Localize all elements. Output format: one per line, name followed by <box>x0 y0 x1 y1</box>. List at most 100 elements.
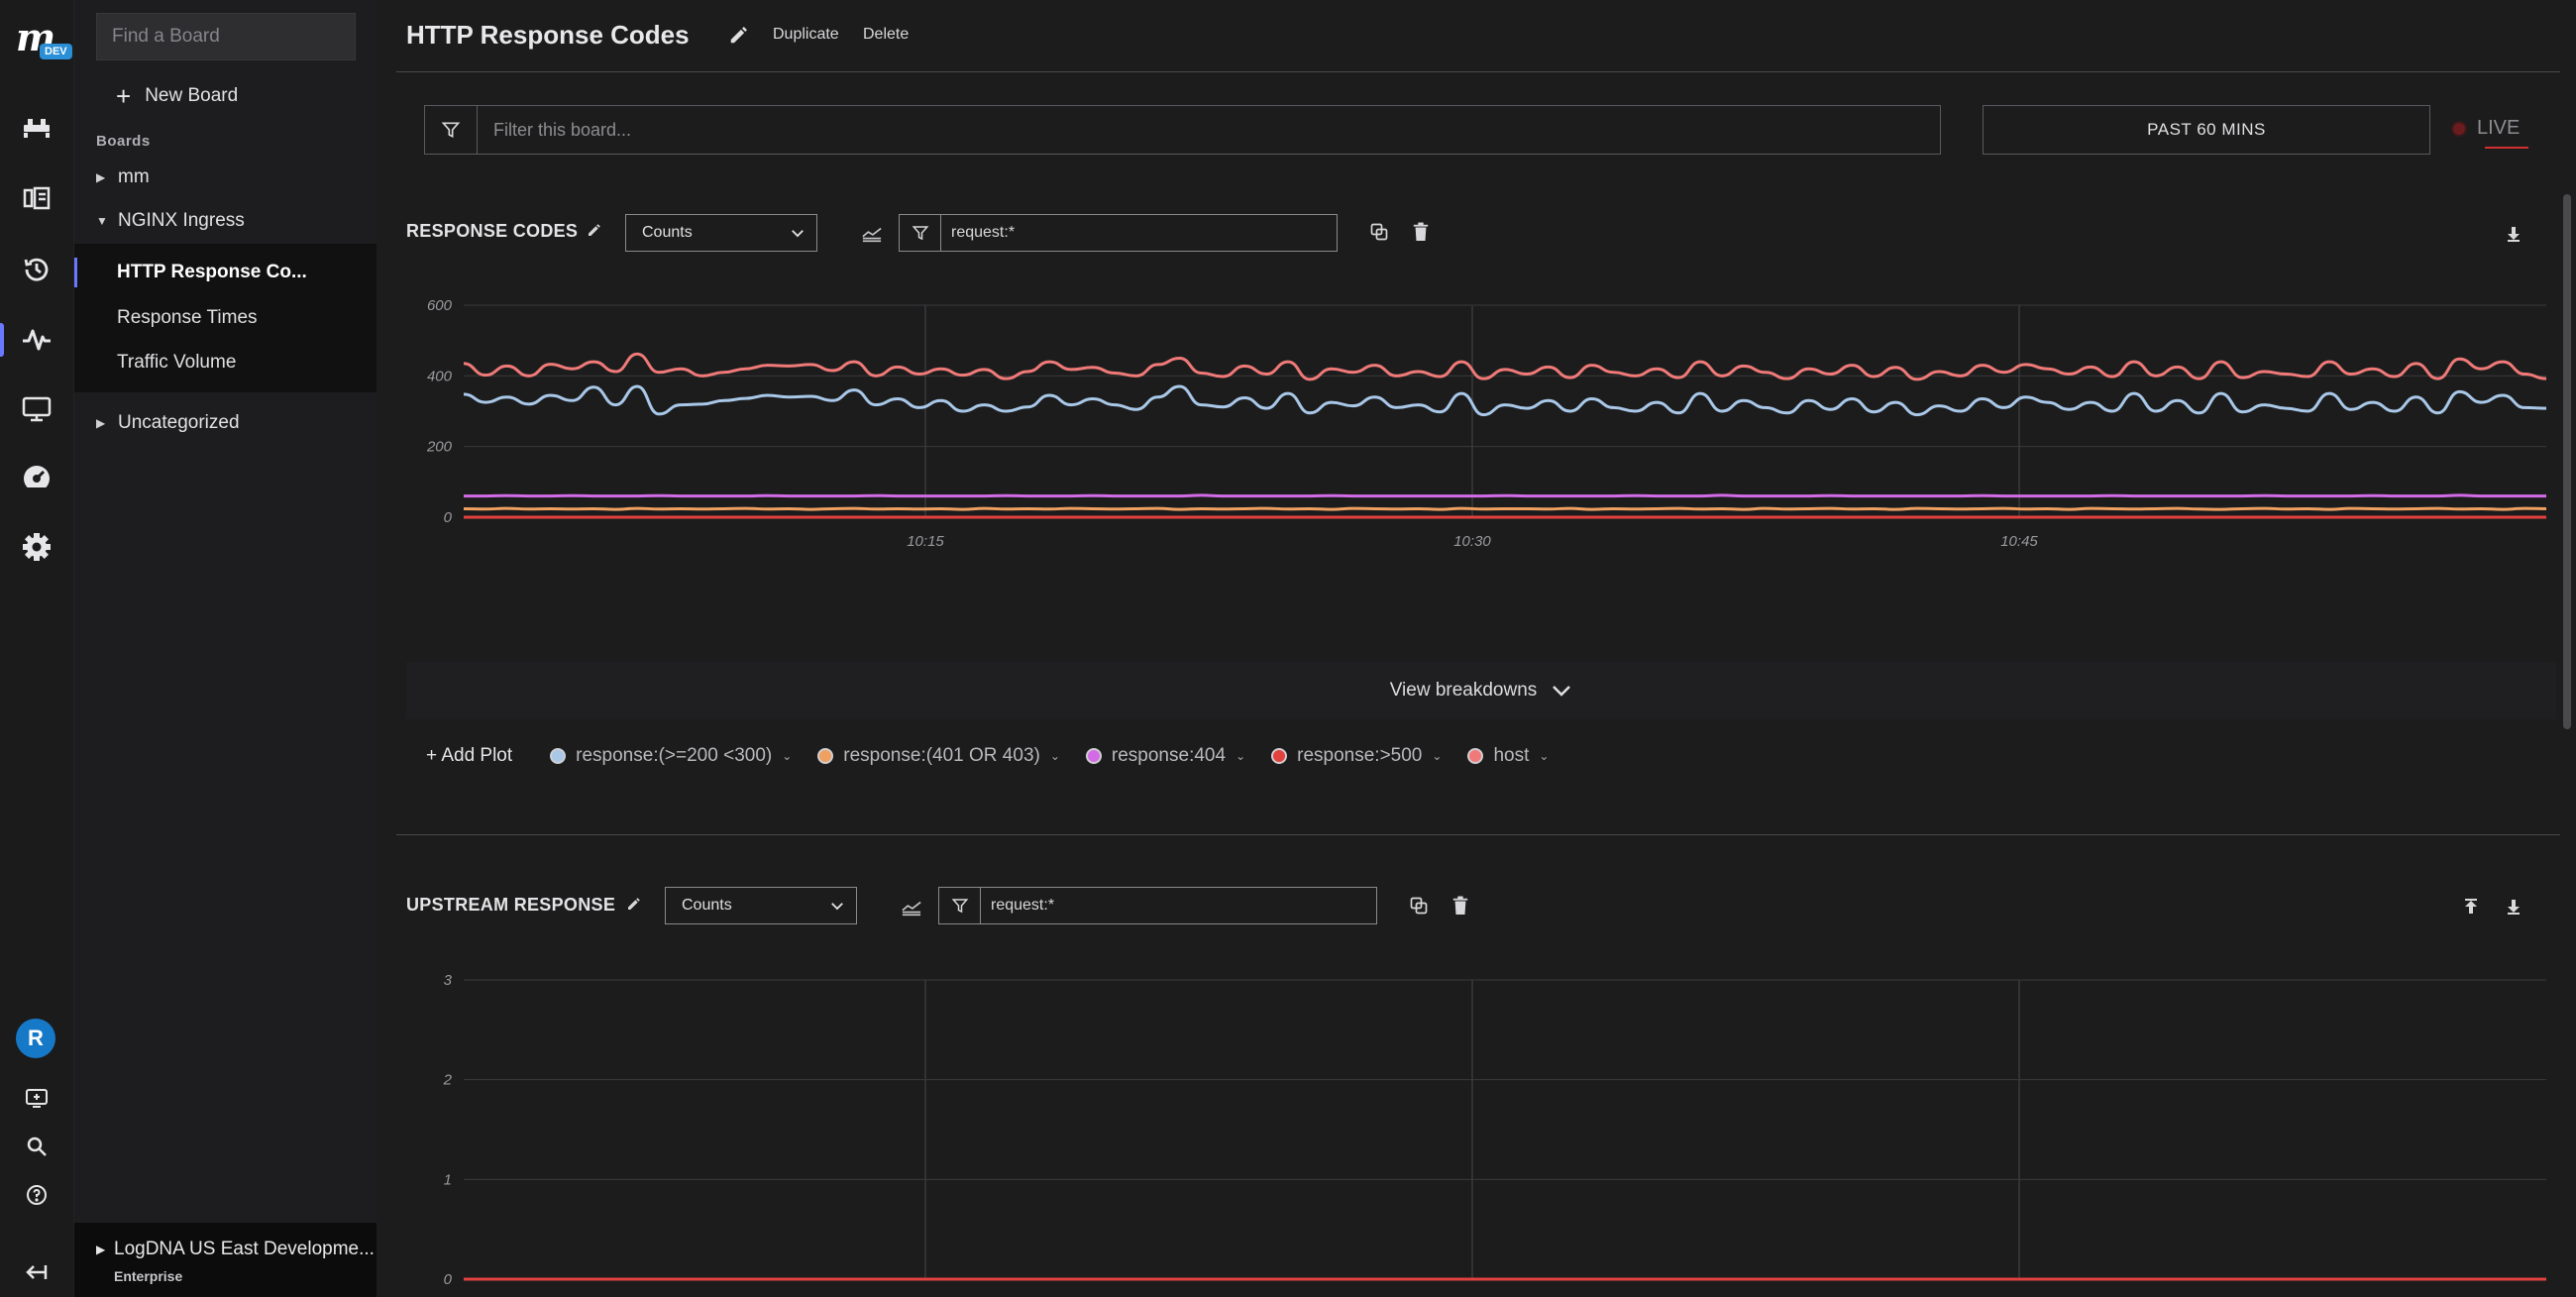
y-tick-label: 200 <box>426 439 453 456</box>
chevron-down-icon <box>792 230 804 238</box>
aggregation-select[interactable]: Counts <box>625 214 817 252</box>
aggregation-value: Counts <box>642 224 693 241</box>
views-icon[interactable] <box>17 178 56 218</box>
legend-swatch <box>1467 748 1484 764</box>
help-icon[interactable] <box>17 1175 56 1215</box>
aggregation-value: Counts <box>682 897 732 914</box>
filter-icon[interactable] <box>425 106 478 154</box>
collapse-icon[interactable] <box>17 1252 56 1292</box>
search-icon[interactable] <box>17 1127 56 1166</box>
chevron-down-icon <box>1553 686 1571 697</box>
legend-item-404[interactable]: response:404 ⌄ <box>1085 745 1245 767</box>
group-nginx-ingress[interactable]: ▼ NGINX Ingress <box>96 206 245 236</box>
trash-icon[interactable] <box>1451 896 1469 920</box>
move-down-icon[interactable] <box>2507 226 2521 247</box>
org-name: ▶ LogDNA US East Developme... <box>96 1239 375 1260</box>
org-name-label: LogDNA US East Developme... <box>114 1239 375 1259</box>
add-screen-icon[interactable] <box>17 1078 56 1118</box>
y-tick-label: 2 <box>443 1072 453 1089</box>
trash-icon[interactable] <box>1412 222 1430 247</box>
legend-swatch <box>817 748 834 764</box>
view-breakdowns-label: View breakdowns <box>1389 680 1538 701</box>
chevron-down-icon: ⌄ <box>1432 749 1443 763</box>
series-line <box>463 352 2547 381</box>
panel-query: request:* <box>938 887 1377 924</box>
group-uncategorized[interactable]: ▶ Uncategorized <box>96 408 240 438</box>
chart-type-icon[interactable] <box>901 898 922 922</box>
legend-label: response:(401 OR 403) <box>843 745 1040 766</box>
chevron-down-icon <box>831 903 843 911</box>
panel-upstream-response: UPSTREAM RESPONSE Counts request:* <box>396 834 2560 1297</box>
dashboard-icon[interactable] <box>17 458 56 497</box>
x-tick-label: 10:15 <box>907 533 944 550</box>
y-tick-label: 1 <box>444 1171 452 1188</box>
new-board-button[interactable]: + New Board <box>116 81 238 111</box>
screens-icon[interactable] <box>17 388 56 428</box>
scrollbar[interactable] <box>2563 194 2571 729</box>
caret-down-icon: ▼ <box>96 214 108 228</box>
delete-button[interactable]: Delete <box>863 26 910 43</box>
boards-sidebar: + New Board Boards ▶ mm ▼ NGINX Ingress … <box>74 0 376 1297</box>
find-board-input[interactable] <box>96 13 356 60</box>
board-header: HTTP Response Codes Duplicate Delete <box>396 0 2560 72</box>
edit-panel-icon[interactable] <box>587 222 602 243</box>
board-content: HTTP Response Codes Duplicate Delete PAS… <box>376 0 2576 1297</box>
query-filter-icon[interactable] <box>900 215 941 251</box>
y-tick-label: 0 <box>444 509 453 526</box>
y-tick-label: 400 <box>427 368 453 384</box>
settings-icon[interactable] <box>17 527 56 567</box>
time-range-selector[interactable]: PAST 60 MINS <box>1983 105 2430 155</box>
query-filter-icon[interactable] <box>939 888 981 923</box>
board-traffic-volume[interactable]: Traffic Volume <box>117 352 237 373</box>
panel-query-input[interactable]: request:* <box>991 897 1055 914</box>
legend-swatch <box>1085 748 1102 764</box>
legend-item-2xx[interactable]: response:(>=200 <300) ⌄ <box>550 745 792 767</box>
legend-item-401-403[interactable]: response:(401 OR 403) ⌄ <box>817 745 1060 767</box>
board-response-times[interactable]: Response Times <box>117 307 258 328</box>
legend-label: response:(>=200 <300) <box>576 745 773 766</box>
panel-query: request:* <box>899 214 1338 252</box>
panel-query-input[interactable]: request:* <box>951 224 1016 241</box>
plot-legend: + Add Plot response:(>=200 <300) ⌄ respo… <box>426 741 1574 771</box>
move-up-icon[interactable] <box>2464 899 2478 919</box>
boards-section-label: Boards <box>96 133 151 150</box>
upstream-response-chart: 3 2 1 0 <box>443 972 2546 1288</box>
caret-right-icon: ▶ <box>96 1243 106 1256</box>
env-badge: DEV <box>40 44 72 59</box>
live-toggle[interactable]: LIVE <box>2451 117 2520 140</box>
group-mm[interactable]: ▶ mm <box>96 162 150 192</box>
copy-panel-icon[interactable] <box>1409 896 1429 920</box>
org-switcher[interactable]: ▶ LogDNA US East Developme... Enterprise <box>74 1223 376 1297</box>
app-logo[interactable]: m DEV <box>16 18 72 61</box>
chart-type-icon[interactable] <box>861 224 883 249</box>
edit-panel-icon[interactable] <box>626 896 642 917</box>
board-http-response-codes[interactable]: HTTP Response Co... <box>117 262 307 282</box>
duplicate-button[interactable]: Duplicate <box>773 26 839 43</box>
live-label: LIVE <box>2477 117 2521 139</box>
boards-icon[interactable] <box>17 319 56 359</box>
plus-icon: + <box>116 81 132 111</box>
history-icon[interactable] <box>17 250 56 289</box>
edit-title-icon[interactable] <box>728 24 750 51</box>
add-plot-button[interactable]: + Add Plot <box>426 745 513 766</box>
pipeline-icon[interactable] <box>17 109 56 149</box>
board-list: HTTP Response Co... Response Times Traff… <box>74 244 376 392</box>
copy-panel-icon[interactable] <box>1369 222 1389 247</box>
legend-label: response:404 <box>1111 745 1227 766</box>
series-line <box>463 506 2547 511</box>
series-line <box>464 493 2547 498</box>
legend-item-500[interactable]: response:>500 ⌄ <box>1271 745 1442 767</box>
panel-response-codes: RESPONSE CODES Counts request:* <box>396 174 2560 834</box>
legend-item-host[interactable]: host ⌄ <box>1467 745 1549 767</box>
view-breakdowns-button[interactable]: View breakdowns <box>406 662 2556 719</box>
chevron-down-icon: ⌄ <box>1049 749 1060 763</box>
x-tick-label: 10:30 <box>1453 533 1491 550</box>
move-down-icon[interactable] <box>2507 899 2521 919</box>
aggregation-select[interactable]: Counts <box>665 887 857 924</box>
rail-active-indicator <box>0 323 4 357</box>
board-filter-input[interactable] <box>478 106 1940 154</box>
avatar[interactable]: R <box>16 1019 55 1058</box>
board-active-indicator <box>74 258 77 287</box>
group-label: mm <box>118 166 150 187</box>
legend-swatch <box>1271 748 1288 764</box>
